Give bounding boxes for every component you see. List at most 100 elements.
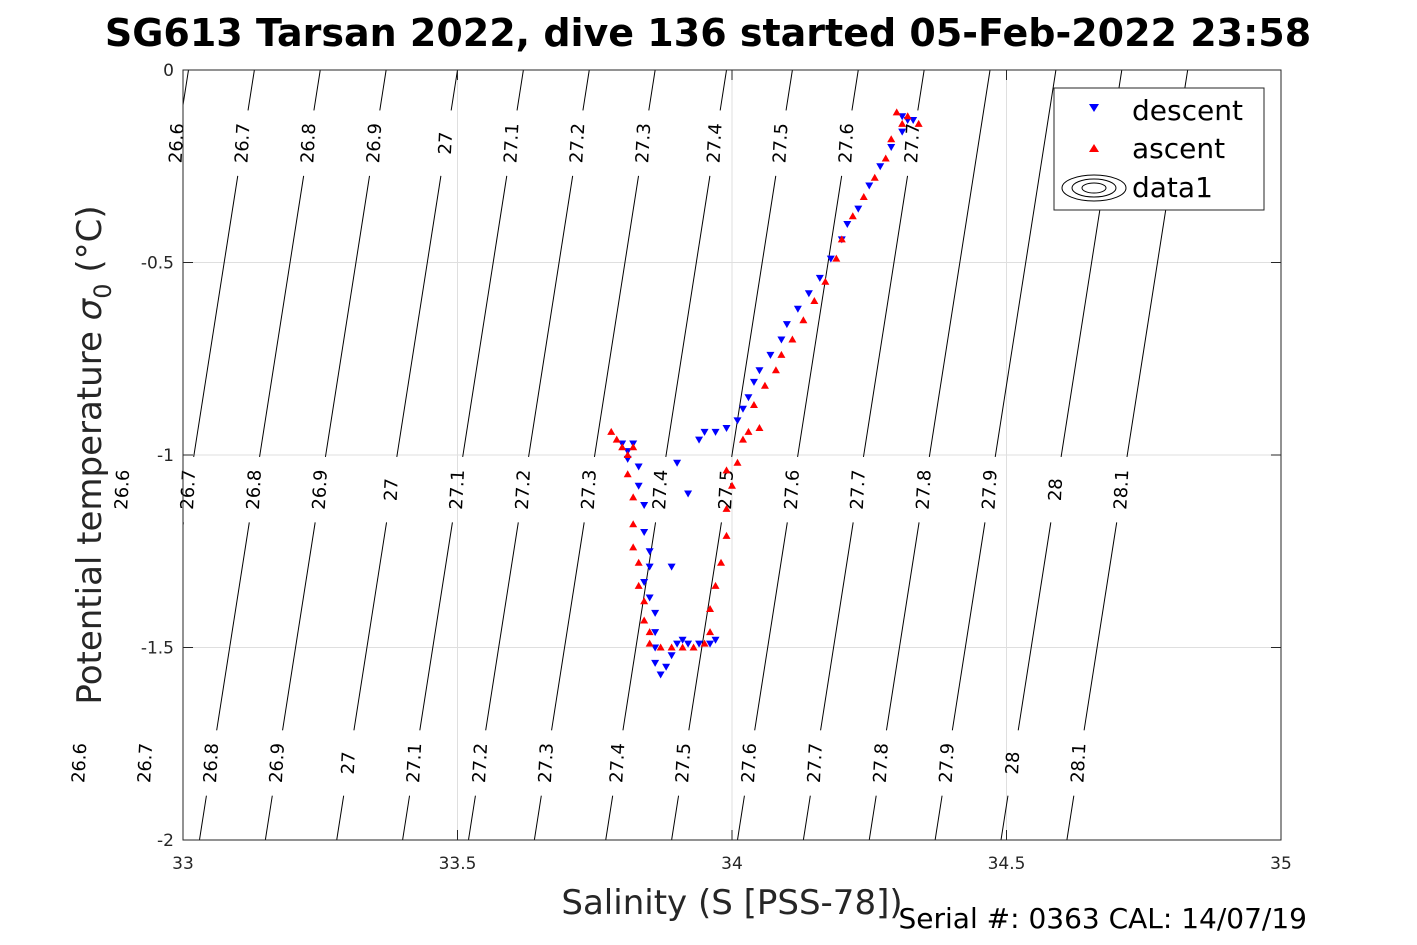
descent-point xyxy=(662,663,671,671)
isopycnal-label: 27.8 xyxy=(870,742,893,783)
isopycnal-label: 27.9 xyxy=(936,742,959,783)
ascent-point xyxy=(700,639,709,647)
descent-point xyxy=(645,594,654,602)
ascent-point xyxy=(629,443,638,451)
descent-point xyxy=(706,640,715,648)
descent-point xyxy=(651,609,660,617)
isopycnal-line xyxy=(247,70,255,111)
ascent-point xyxy=(689,643,698,651)
ascent-point xyxy=(821,277,830,285)
ascent-point xyxy=(881,154,890,162)
isopycnal-line xyxy=(671,795,680,840)
ascent-point xyxy=(744,427,753,435)
isopycnal-line xyxy=(731,175,777,458)
isopycnal-line xyxy=(582,70,590,111)
ascent-point xyxy=(859,193,868,201)
isopycnal-label: 27.2 xyxy=(469,742,492,783)
ascent-point xyxy=(634,558,643,566)
y-axis-label-main: Potential temperature xyxy=(70,320,110,704)
ascent-point xyxy=(667,643,676,651)
isopycnal-line xyxy=(198,795,207,840)
isopycnal-line xyxy=(820,522,854,731)
isopycnal-label: 26.8 xyxy=(243,469,266,510)
y-axis-label-sigma: σ xyxy=(70,297,110,320)
descent-point xyxy=(656,671,665,679)
legend-contour-icon xyxy=(1061,174,1127,202)
ascent-point xyxy=(623,470,632,478)
y-tick-label: -1.5 xyxy=(141,639,174,659)
descent-point xyxy=(793,305,802,313)
descent-point xyxy=(673,459,682,467)
legend-descent-marker xyxy=(1089,104,1099,112)
x-tick-label: 35 xyxy=(1270,854,1292,874)
ascent-point xyxy=(612,435,621,443)
isopycnal-label: 27.1 xyxy=(446,469,469,510)
isopycnal-line xyxy=(593,175,640,458)
isopycnal-line xyxy=(533,795,542,840)
descent-point xyxy=(865,182,874,190)
isopycnal-label: 28 xyxy=(1002,751,1024,775)
isopycnal-line xyxy=(719,70,728,111)
ascent-point xyxy=(678,643,687,651)
descent-point xyxy=(854,205,863,213)
isopycnal-label: 26.8 xyxy=(200,742,223,783)
isopycnal-label: 27 xyxy=(381,478,403,502)
ascent-point xyxy=(903,112,912,120)
isopycnal-line xyxy=(134,796,141,840)
ascent-point xyxy=(771,366,780,374)
axis-ticks xyxy=(182,69,1282,841)
descent-point xyxy=(651,629,660,637)
descent-point xyxy=(634,463,643,471)
descent-point xyxy=(815,274,824,282)
isopycnal-line xyxy=(462,175,508,458)
isopycnal-label: 26.7 xyxy=(231,123,254,164)
isopycnal-label: 27.6 xyxy=(738,742,761,783)
y-tick-label: 0 xyxy=(163,61,174,81)
ascent-point xyxy=(706,605,715,612)
y-tick-label: -1 xyxy=(157,446,174,466)
isopycnal-label: 26.6 xyxy=(68,742,91,783)
isopycnal-label: 27.3 xyxy=(535,742,558,783)
descent-point xyxy=(826,255,835,263)
descent-point xyxy=(634,482,643,490)
isopycnal-label: 27.2 xyxy=(566,123,589,164)
descent-point xyxy=(645,548,654,556)
isopycnal-label: 27.4 xyxy=(606,742,629,783)
ascent-point xyxy=(870,173,879,181)
isopycnal-line xyxy=(450,70,458,111)
ascent-point xyxy=(711,581,720,589)
x-tick-labels: 33 33.5 34 34.5 35 xyxy=(172,854,1292,874)
ascent-point xyxy=(749,400,758,408)
isopycnal-line xyxy=(324,175,371,458)
descent-point xyxy=(645,563,654,571)
isopycnal-line xyxy=(688,522,722,731)
isopycnal-label: 27.2 xyxy=(512,469,535,510)
isopycnal-label: 26.9 xyxy=(363,123,386,164)
isopycnal-line xyxy=(336,795,345,840)
isopycnal-label: 27.5 xyxy=(715,469,738,510)
isopycnal-line xyxy=(917,70,925,111)
isopycnal-label: 28.1 xyxy=(1110,469,1133,510)
descent-point xyxy=(640,579,649,587)
ascent-point xyxy=(634,581,643,589)
descent-point xyxy=(887,144,896,151)
isopycnal-label: 27.1 xyxy=(403,742,426,783)
ascent-point xyxy=(656,643,665,651)
descent-point xyxy=(678,636,687,644)
descent-point xyxy=(733,417,742,425)
descent-point xyxy=(738,405,747,413)
descent-point xyxy=(749,378,758,386)
isopycnal-line xyxy=(1126,175,1172,458)
isopycnal-line xyxy=(282,522,316,731)
isopycnal-label: 27.5 xyxy=(769,123,792,164)
isopycnal-label: 27.4 xyxy=(704,123,727,164)
ascent-point xyxy=(832,254,841,262)
ascent-point xyxy=(722,466,731,474)
ascent-point xyxy=(837,235,846,243)
isopycnal-line xyxy=(68,796,75,840)
isopycnal-label: 27 xyxy=(338,751,360,775)
x-tick-label: 33 xyxy=(172,854,194,874)
y-tick-labels: 0 -0.5 -1 -1.5 -2 xyxy=(141,61,174,851)
ascent-point xyxy=(607,427,616,435)
ascent-point xyxy=(799,316,808,324)
